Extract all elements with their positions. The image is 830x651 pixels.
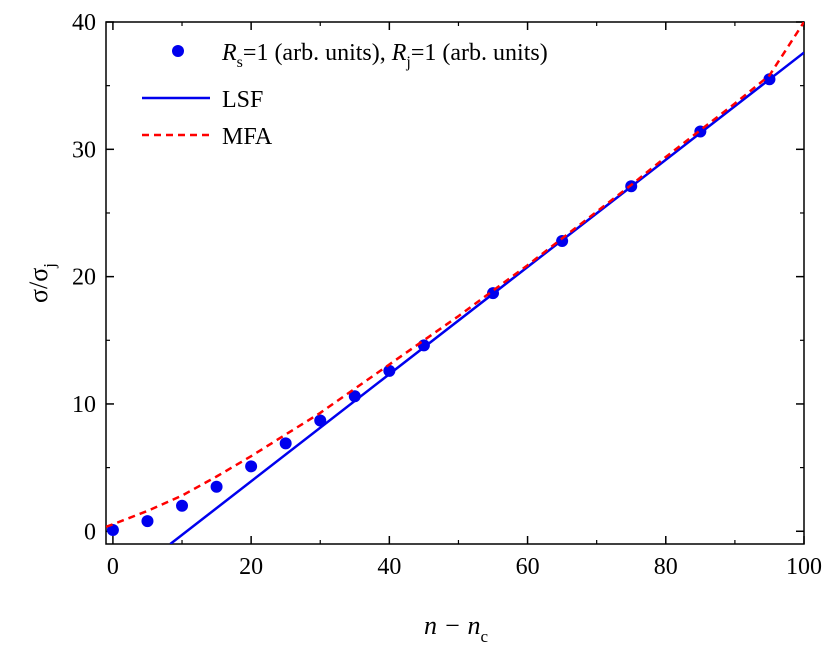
data-point: [141, 515, 154, 528]
legend-text-part: =1 (arb. units): [411, 40, 548, 66]
x-tick-label: 20: [239, 554, 263, 580]
series-layer: [106, 22, 804, 544]
x-tick-label: 40: [377, 554, 401, 580]
data-point: [106, 523, 119, 536]
x-axis-title-sub: c: [481, 627, 489, 646]
data-point: [176, 499, 189, 512]
x-tick-label: 0: [107, 554, 119, 580]
data-point: [279, 437, 292, 450]
legend-r-symbol: R: [391, 40, 407, 66]
y-axis-title: σ/σj: [24, 263, 59, 303]
data-point: [245, 460, 258, 473]
data-point: [210, 480, 223, 493]
legend-label-points: Rs=1 (arb. units), Rj=1 (arb. units): [221, 40, 548, 71]
x-axis-title: n − nc: [424, 611, 489, 646]
legend-r-symbol: R: [221, 40, 237, 66]
axis-ticks: [106, 21, 805, 544]
data-point: [383, 364, 396, 377]
legend-label-lsf: LSF: [222, 87, 263, 113]
legend-label-mfa: MFA: [222, 124, 273, 150]
y-tick-label: 10: [72, 392, 96, 418]
axis-tick-labels: 0 20 40 60 80 100 0 10 20 30 40: [72, 10, 822, 580]
series-line-mfa: [106, 22, 804, 528]
y-axis-title-sub: j: [40, 263, 59, 269]
y-tick-label: 20: [72, 265, 96, 291]
data-point: [314, 414, 327, 427]
x-tick-label: 80: [654, 554, 678, 580]
y-tick-label: 30: [72, 137, 96, 163]
y-tick-label: 40: [72, 10, 96, 36]
y-axis-title-main: σ/σ: [24, 268, 53, 303]
legend-text-part: =1 (arb. units),: [243, 40, 392, 66]
x-tick-label: 100: [786, 554, 822, 580]
legend-marker-points: [172, 45, 184, 57]
legend-r-subscript: s: [237, 54, 243, 71]
legend: Rs=1 (arb. units), Rj=1 (arb. units) LSF M…: [142, 40, 548, 150]
plot-frame: [105, 21, 805, 545]
legend-r-subscript: j: [405, 54, 410, 71]
y-tick-label: 0: [84, 519, 96, 545]
x-axis-title-main: n − n: [424, 611, 481, 640]
series-line-lsf: [169, 51, 804, 544]
x-tick-label: 60: [516, 554, 540, 580]
